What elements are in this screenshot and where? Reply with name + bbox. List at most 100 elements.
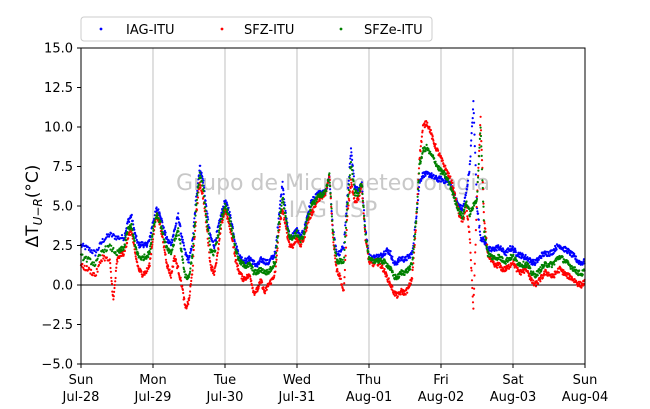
data-point xyxy=(280,217,283,220)
data-point xyxy=(482,219,485,222)
data-point xyxy=(133,240,136,243)
data-point xyxy=(455,201,458,204)
plot-area xyxy=(81,48,585,364)
data-point xyxy=(231,227,234,230)
data-point xyxy=(547,271,550,274)
data-point xyxy=(284,211,287,214)
data-point xyxy=(479,233,482,237)
data-point xyxy=(348,162,351,165)
data-point xyxy=(523,271,526,274)
data-point xyxy=(578,269,581,272)
data-point xyxy=(512,253,515,256)
data-point xyxy=(368,262,371,265)
data-point xyxy=(328,172,331,175)
data-point xyxy=(143,253,146,256)
data-point xyxy=(344,258,347,262)
data-point xyxy=(414,222,417,225)
data-point xyxy=(209,260,212,263)
data-point xyxy=(471,207,475,210)
data-point xyxy=(435,175,438,179)
data-point xyxy=(105,256,108,259)
data-point xyxy=(391,255,394,258)
data-point xyxy=(225,205,228,208)
data-point xyxy=(251,266,254,269)
data-point xyxy=(473,262,476,265)
data-point xyxy=(339,274,342,277)
data-point xyxy=(492,246,495,249)
y-tick-label: −2.5 xyxy=(41,318,73,333)
data-point xyxy=(329,188,332,191)
data-point xyxy=(482,202,485,205)
data-point xyxy=(111,290,114,293)
data-point xyxy=(212,240,215,243)
data-point xyxy=(180,247,183,250)
data-point xyxy=(468,163,471,166)
data-point xyxy=(347,193,350,196)
data-point xyxy=(162,232,165,235)
data-point xyxy=(355,201,358,204)
data-point xyxy=(92,261,96,264)
data-point xyxy=(352,183,355,186)
data-point xyxy=(434,160,437,163)
data-point xyxy=(148,238,151,241)
data-point xyxy=(276,249,279,252)
data-point xyxy=(182,244,186,247)
data-point xyxy=(235,258,238,262)
data-point xyxy=(466,185,469,188)
data-point xyxy=(208,240,211,243)
data-point xyxy=(216,251,219,254)
data-point xyxy=(190,279,193,283)
data-point xyxy=(461,220,464,223)
data-point xyxy=(347,195,350,198)
data-point xyxy=(113,234,116,237)
data-point xyxy=(331,230,335,233)
data-point xyxy=(113,290,116,293)
data-point xyxy=(232,236,236,239)
data-point xyxy=(350,165,353,168)
data-point xyxy=(294,232,297,235)
data-point xyxy=(365,240,368,243)
data-point xyxy=(475,218,478,221)
data-point xyxy=(149,247,152,251)
data-point xyxy=(233,240,236,243)
data-point xyxy=(345,214,348,217)
data-point xyxy=(345,212,348,215)
data-point xyxy=(555,259,558,262)
data-point xyxy=(297,241,300,244)
data-point xyxy=(108,258,111,261)
data-point xyxy=(281,198,284,201)
data-point xyxy=(497,257,500,261)
data-point xyxy=(362,206,365,209)
data-point xyxy=(273,264,276,267)
data-point xyxy=(479,126,482,129)
data-point xyxy=(477,169,480,172)
data-point xyxy=(390,267,393,270)
data-point xyxy=(135,248,138,251)
data-point xyxy=(182,291,185,295)
data-point xyxy=(315,197,318,201)
data-point xyxy=(299,241,302,244)
data-point xyxy=(386,262,389,265)
data-point xyxy=(544,269,547,272)
data-point xyxy=(275,258,278,261)
data-point xyxy=(191,273,194,276)
data-point xyxy=(471,121,474,124)
data-point xyxy=(474,229,477,232)
data-point xyxy=(199,174,202,177)
data-point xyxy=(541,276,545,279)
data-point xyxy=(347,188,350,192)
data-point xyxy=(160,225,163,228)
data-point xyxy=(537,270,540,273)
y-label-delta: ΔT xyxy=(23,225,43,248)
data-point xyxy=(290,234,293,237)
data-point xyxy=(385,272,388,275)
data-point xyxy=(550,266,554,269)
data-point xyxy=(274,256,277,259)
data-point xyxy=(205,220,209,224)
data-point xyxy=(442,163,445,166)
data-point xyxy=(350,151,353,154)
data-point xyxy=(471,286,474,290)
data-point xyxy=(284,216,287,219)
data-point xyxy=(156,213,159,217)
data-point xyxy=(324,188,327,191)
